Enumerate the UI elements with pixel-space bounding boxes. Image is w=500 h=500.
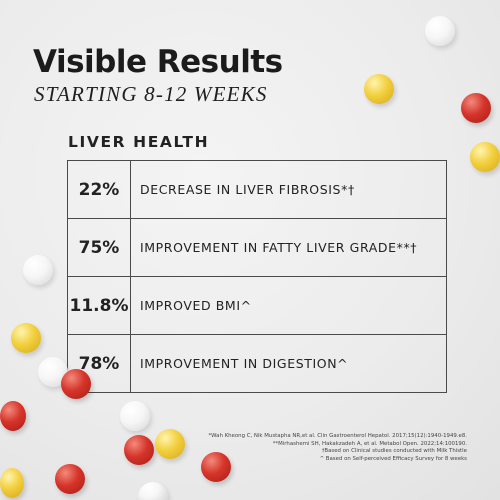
section-label: LIVER HEALTH [68, 133, 210, 151]
red-ball [61, 369, 91, 399]
red-ball [124, 435, 154, 465]
footnote: *Wah Kheong C, Nik Mustapha NR,et al. Cl… [208, 433, 467, 439]
result-value: 75% [67, 218, 131, 277]
yellow-ball [11, 323, 41, 353]
white-ball [120, 401, 150, 431]
result-description: IMPROVEMENT IN FATTY LIVER GRADE**† [130, 218, 447, 277]
table-row: 22% DECREASE IN LIVER FIBROSIS*† [67, 160, 447, 219]
white-ball [425, 16, 455, 46]
red-ball [201, 452, 231, 482]
white-ball [23, 255, 53, 285]
result-value: 22% [67, 160, 131, 219]
footnote: **Mirhashemi SH, Hakakzadeh A, et al. Me… [272, 440, 467, 447]
result-description: IMPROVEMENT IN DIGESTION^ [130, 334, 447, 393]
red-ball [461, 93, 491, 123]
table-row: 11.8% IMPROVED BMI^ [67, 276, 447, 335]
red-ball [0, 401, 26, 431]
subheadline: STARTING 8-12 WEEKS [34, 82, 268, 106]
footnote: ^ Based on Self-perceived Efficacy Surve… [319, 455, 467, 462]
footnotes: *Wah Kheong C, Nik Mustapha NR,et al. Cl… [208, 433, 467, 463]
results-table: 22% DECREASE IN LIVER FIBROSIS*† 75% IMP… [67, 160, 447, 393]
headline: Visible Results [33, 44, 283, 80]
table-row: 78% IMPROVEMENT IN DIGESTION^ [67, 334, 447, 393]
yellow-ball [155, 429, 185, 459]
footnote: †Based on Clinical studies conducted wit… [321, 448, 467, 455]
yellow-ball [364, 74, 394, 104]
table-row: 75% IMPROVEMENT IN FATTY LIVER GRADE**† [67, 218, 447, 277]
yellow-ball [470, 142, 500, 172]
white-ball [138, 482, 168, 500]
yellow-ball [0, 468, 24, 498]
result-value: 11.8% [67, 276, 131, 335]
result-description: DECREASE IN LIVER FIBROSIS*† [130, 160, 447, 219]
result-description: IMPROVED BMI^ [130, 276, 447, 335]
red-ball [55, 464, 85, 494]
